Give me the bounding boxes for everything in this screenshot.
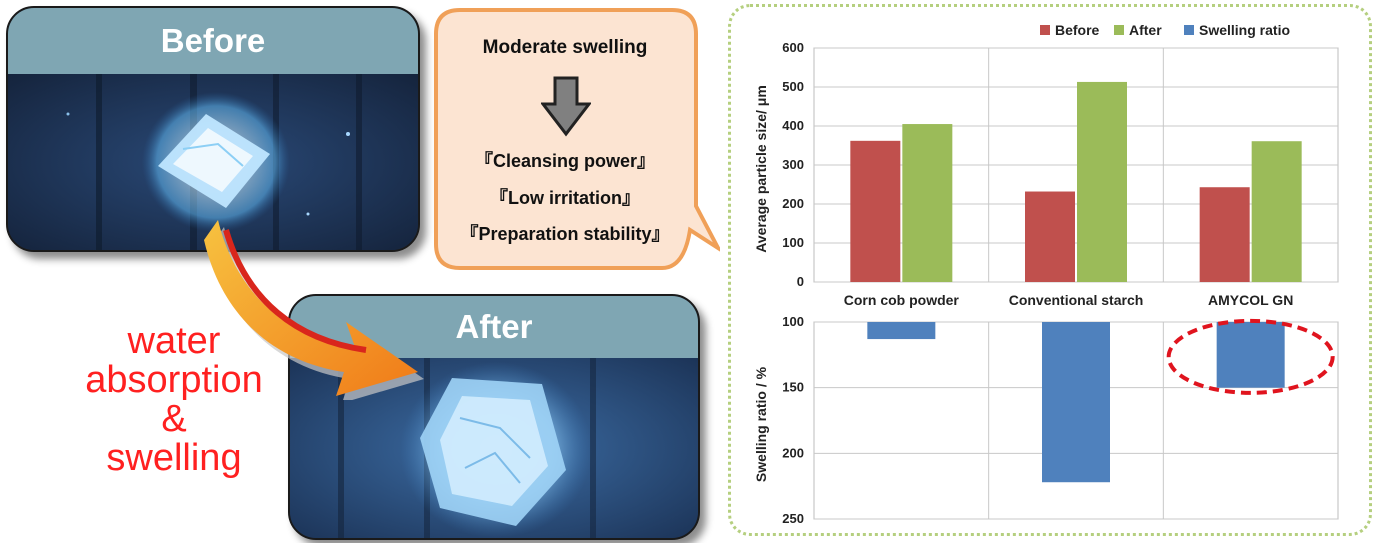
after-particle-photo (290, 358, 698, 538)
after-bar (902, 124, 953, 282)
legend-label: Swelling ratio (1199, 22, 1290, 38)
after-bar (1251, 141, 1302, 282)
top-y-tick-label: 200 (782, 196, 804, 211)
particle-size-swelling-chart: 0 100 200 300 400 500 600 Corn cob powder Conven… (753, 22, 1339, 526)
legend-swatch (1040, 25, 1050, 35)
top-y-tick-label: 400 (782, 118, 804, 133)
callout-benefit-cleansing: 『Cleansing power』 (474, 151, 656, 171)
top-y-axis-label: Average particle size/ μm (753, 85, 769, 253)
top-y-tick-label: 600 (782, 40, 804, 55)
top-y-tick-label: 300 (782, 157, 804, 172)
legend-label: After (1129, 22, 1162, 38)
callout-benefit-irritation: 『Low irritation』 (490, 188, 640, 208)
side-text-line: absorption (85, 359, 263, 401)
bottom-y-tick-label: 250 (782, 511, 804, 526)
highlight-ellipse (1166, 318, 1335, 395)
benefits-callout: Moderate swelling 『Cleansing power』 『Low… (430, 6, 720, 276)
before-particle-photo (8, 74, 418, 250)
category-label: Corn cob powder (844, 292, 960, 308)
absorption-arrow-icon (204, 220, 424, 400)
category-label: Conventional starch (1009, 292, 1144, 308)
legend-label: Before (1055, 22, 1100, 38)
bottom-y-tick-label: 200 (782, 445, 804, 460)
before-bar (850, 140, 901, 282)
legend-swatch (1114, 25, 1124, 35)
legend-swatch (1184, 25, 1194, 35)
water-absorption-swelling-text: water absorption & swelling (62, 322, 286, 478)
callout-title: Moderate swelling (482, 37, 648, 58)
side-text-line: & (161, 398, 187, 440)
after-bar (1077, 81, 1127, 283)
bottom-y-tick-label: 150 (782, 380, 804, 395)
side-text-line: water (127, 320, 221, 362)
top-y-tick-label: 500 (782, 79, 804, 94)
callout-benefit-stability: 『Preparation stability』 (460, 224, 670, 244)
category-label: AMYCOL GN (1208, 292, 1293, 308)
top-y-tick-label: 0 (797, 274, 804, 289)
before-photo-label: Before (8, 8, 418, 74)
swelling-ratio-bar (1216, 322, 1285, 388)
callout-bubble-shape (434, 8, 720, 270)
down-arrow-icon (541, 76, 591, 137)
swelling-ratio-bar (867, 322, 936, 340)
before-bar (1199, 187, 1250, 282)
swelling-ratio-bar (1042, 322, 1110, 483)
bottom-y-axis-label: Swelling ratio / % (753, 366, 769, 482)
chart-frame (728, 4, 1372, 536)
before-photo-panel: Before (6, 6, 420, 252)
before-bar (1025, 191, 1075, 282)
top-y-tick-label: 100 (782, 235, 804, 250)
side-text-line: swelling (106, 437, 242, 479)
bottom-y-tick-label: 100 (782, 314, 804, 329)
